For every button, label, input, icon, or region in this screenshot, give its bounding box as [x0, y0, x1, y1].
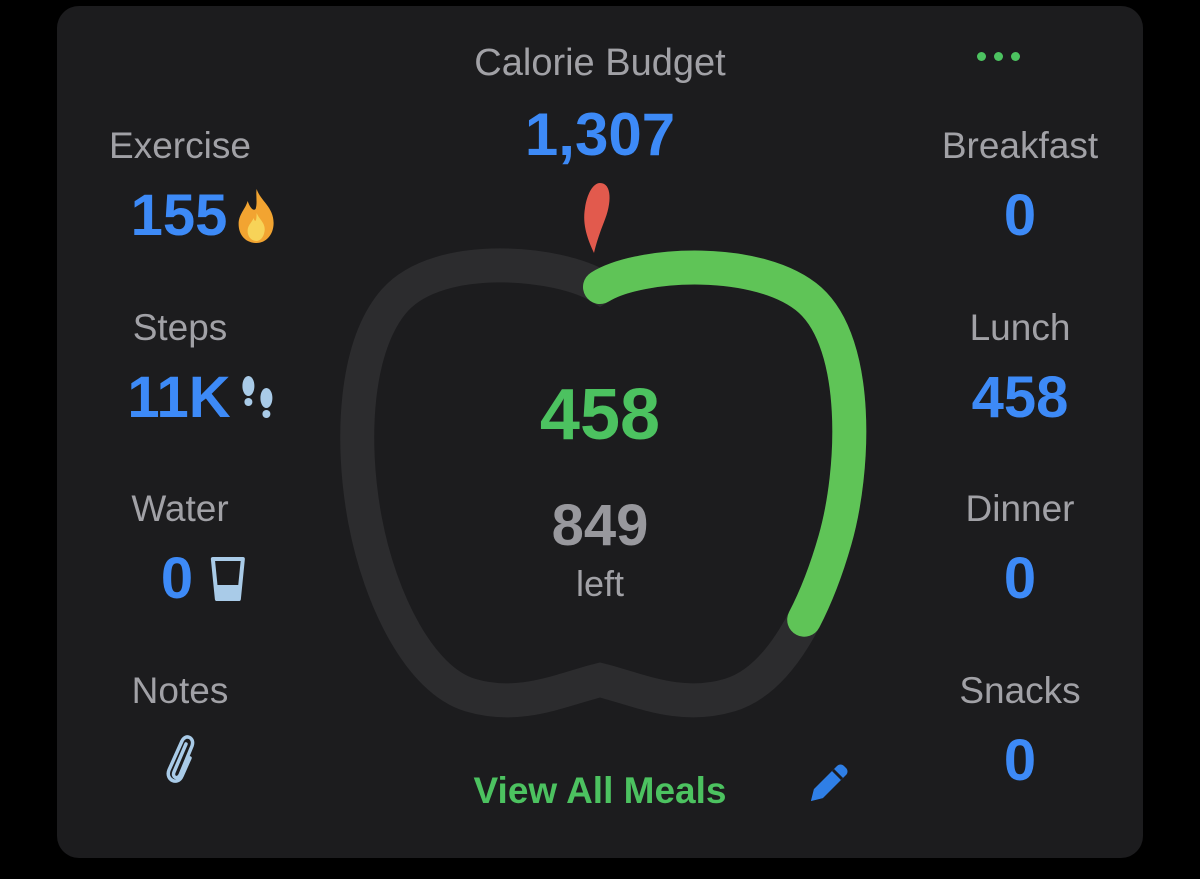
dinner-value[interactable]: 0 [1003, 546, 1037, 611]
steps-value: 11K [127, 365, 231, 430]
water-label: Water [131, 488, 229, 529]
dot [993, 51, 1003, 61]
water-stat[interactable]: 0 [161, 545, 247, 612]
consumed-calories: 458 [539, 375, 661, 455]
calorie-budget-title: Calorie Budget [474, 42, 726, 84]
snacks-label: Snacks [959, 670, 1081, 711]
calorie-widget-card [57, 6, 1143, 858]
ring-track [340, 248, 867, 718]
exercise-value: 155 [130, 183, 228, 248]
apple-stem-icon [584, 183, 610, 253]
dot [1010, 51, 1020, 61]
apple-progress-ring[interactable] [330, 170, 870, 730]
exercise-label: Exercise [109, 125, 251, 166]
breakfast-label: Breakfast [941, 125, 1099, 166]
lunch-value[interactable]: 458 [971, 365, 1069, 430]
flame-icon [238, 188, 274, 243]
dinner-label: Dinner [965, 488, 1075, 529]
snacks-value[interactable]: 0 [1003, 728, 1037, 793]
edit-button[interactable] [803, 759, 853, 809]
steps-stat[interactable]: 11K [127, 364, 278, 431]
ring-progress [340, 248, 867, 718]
breakfast-value[interactable]: 0 [1003, 183, 1037, 248]
view-all-meals-link[interactable]: View All Meals [473, 770, 727, 811]
footprints-icon [242, 375, 273, 418]
steps-label: Steps [132, 307, 228, 348]
remaining-calories: 849 [551, 493, 649, 558]
pencil-icon [811, 764, 848, 801]
notes-label: Notes [131, 670, 229, 711]
paperclip-icon[interactable] [160, 730, 200, 786]
water-value: 0 [160, 546, 194, 611]
more-options-button[interactable] [968, 40, 1028, 72]
remaining-label: left [575, 563, 625, 604]
exercise-stat[interactable]: 155 [131, 182, 280, 249]
lunch-label: Lunch [969, 307, 1071, 348]
calorie-budget-value[interactable]: 1,307 [524, 101, 676, 168]
glass-icon [211, 556, 246, 601]
dot [976, 51, 986, 61]
